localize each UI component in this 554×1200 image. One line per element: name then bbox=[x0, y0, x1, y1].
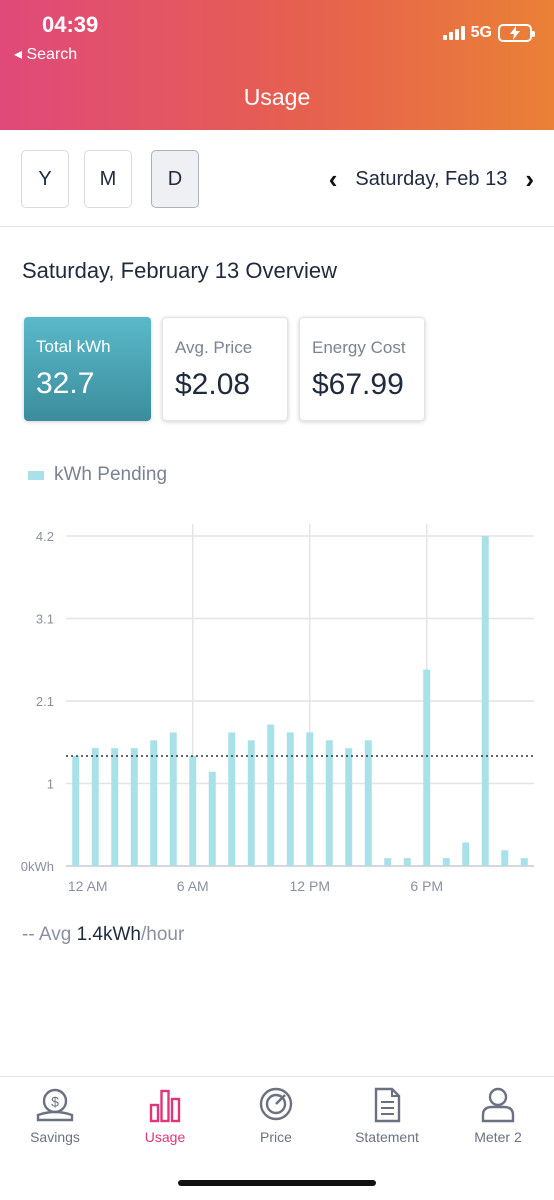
y-tick-label: 0kWh bbox=[21, 859, 54, 874]
usage-bar bbox=[228, 732, 236, 866]
svg-text:$: $ bbox=[51, 1094, 59, 1110]
card-value: $67.99 bbox=[312, 368, 404, 401]
usage-bar bbox=[150, 740, 158, 866]
signal-icon bbox=[442, 26, 465, 40]
usage-bar bbox=[423, 669, 431, 866]
usage-bar bbox=[286, 732, 294, 866]
tab-price[interactable]: Price bbox=[221, 1087, 331, 1145]
x-tick-label: 12 PM bbox=[290, 878, 330, 894]
usage-bar bbox=[403, 858, 411, 866]
battery-charging-icon bbox=[498, 24, 535, 42]
chart-legend: kWh Pending bbox=[28, 464, 167, 486]
statement-icon bbox=[374, 1087, 401, 1123]
savings-icon: $ bbox=[36, 1088, 74, 1122]
app-header: 04:39 ◂ Search 5G Usage bbox=[0, 0, 554, 130]
usage-bar bbox=[267, 724, 275, 866]
usage-bar bbox=[189, 756, 197, 866]
status-time: 04:39 bbox=[42, 12, 99, 37]
period-month-button[interactable]: M bbox=[84, 150, 132, 208]
y-tick-label: 1 bbox=[47, 777, 54, 792]
average-summary: -- Avg 1.4kWh/hour bbox=[22, 924, 184, 946]
tab-usage[interactable]: Usage bbox=[110, 1087, 220, 1145]
card-label: Energy Cost bbox=[312, 338, 406, 357]
energy-cost-card[interactable]: Energy Cost $67.99 bbox=[299, 317, 425, 421]
y-tick-label: 3.1 bbox=[36, 612, 54, 627]
network-label: 5G bbox=[470, 24, 492, 41]
card-value: 32.7 bbox=[36, 367, 95, 400]
usage-bar bbox=[72, 756, 80, 866]
usage-bar bbox=[247, 740, 255, 866]
meter-icon bbox=[481, 1087, 515, 1123]
legend-swatch bbox=[28, 470, 44, 480]
average-suffix: /hour bbox=[140, 924, 185, 945]
current-date-label: Saturday, Feb 13 bbox=[355, 167, 508, 190]
back-to-search-link[interactable]: ◂ Search bbox=[14, 46, 78, 63]
x-tick-label: 6 PM bbox=[410, 878, 443, 894]
date-navigator: ‹ Saturday, Feb 13 › bbox=[329, 150, 534, 208]
y-tick-label: 4.2 bbox=[36, 529, 54, 544]
average-value: 1.4kWh bbox=[76, 924, 141, 945]
usage-bar bbox=[169, 732, 177, 866]
status-indicators: 5G bbox=[442, 24, 535, 42]
period-day-button[interactable]: D bbox=[151, 150, 199, 208]
card-value: $2.08 bbox=[175, 368, 251, 401]
tab-label: Savings bbox=[30, 1129, 80, 1145]
tab-label: Usage bbox=[144, 1129, 186, 1145]
usage-bar bbox=[91, 748, 99, 866]
bottom-tab-bar: $ Savings Usage Price Statement bbox=[0, 1076, 554, 1200]
usage-icon bbox=[149, 1089, 181, 1123]
tab-label: Statement bbox=[355, 1129, 419, 1145]
period-selector: Y M D ‹ Saturday, Feb 13 › bbox=[0, 150, 554, 208]
period-year-button[interactable]: Y bbox=[21, 150, 69, 208]
next-day-chevron-icon[interactable]: › bbox=[525, 163, 534, 194]
tab-savings[interactable]: $ Savings bbox=[0, 1087, 110, 1145]
usage-bar bbox=[130, 748, 138, 866]
previous-day-chevron-icon[interactable]: ‹ bbox=[328, 163, 338, 194]
legend-label: kWh Pending bbox=[54, 464, 168, 485]
x-tick-label: 12 AM bbox=[68, 878, 108, 894]
usage-bar bbox=[384, 858, 392, 866]
usage-bar bbox=[520, 858, 528, 866]
card-label: Total kWh bbox=[36, 337, 111, 356]
usage-bar bbox=[481, 536, 489, 866]
usage-bar bbox=[345, 748, 353, 866]
tab-statement[interactable]: Statement bbox=[332, 1087, 442, 1145]
avg-price-card[interactable]: Avg. Price $2.08 bbox=[162, 317, 288, 421]
y-tick-label: 2.1 bbox=[36, 694, 54, 709]
tab-meter-2[interactable]: Meter 2 bbox=[443, 1087, 553, 1145]
card-label: Avg. Price bbox=[175, 338, 253, 357]
usage-bar bbox=[325, 740, 333, 866]
usage-bar bbox=[364, 740, 372, 866]
overview-title: Saturday, February 13 Overview bbox=[22, 258, 338, 283]
page-title: Usage bbox=[243, 84, 311, 110]
usage-bar bbox=[306, 732, 314, 866]
price-icon bbox=[259, 1087, 293, 1121]
section-divider bbox=[0, 226, 554, 227]
tab-label: Price bbox=[260, 1129, 292, 1145]
usage-bar bbox=[501, 850, 509, 866]
total-kwh-card[interactable]: Total kWh 32.7 bbox=[24, 317, 151, 421]
home-indicator bbox=[178, 1180, 376, 1186]
usage-bar-chart: 0kWh 1 2.1 3.1 4.2 12 AM 6 AM 12 PM 6 PM bbox=[21, 524, 534, 894]
x-tick-label: 6 AM bbox=[177, 878, 209, 894]
usage-bar bbox=[442, 858, 450, 866]
average-prefix: -- Avg bbox=[22, 924, 72, 945]
usage-bar bbox=[208, 771, 216, 866]
tab-label: Meter 2 bbox=[474, 1129, 522, 1145]
usage-bar bbox=[111, 748, 119, 866]
usage-bar bbox=[462, 842, 470, 866]
